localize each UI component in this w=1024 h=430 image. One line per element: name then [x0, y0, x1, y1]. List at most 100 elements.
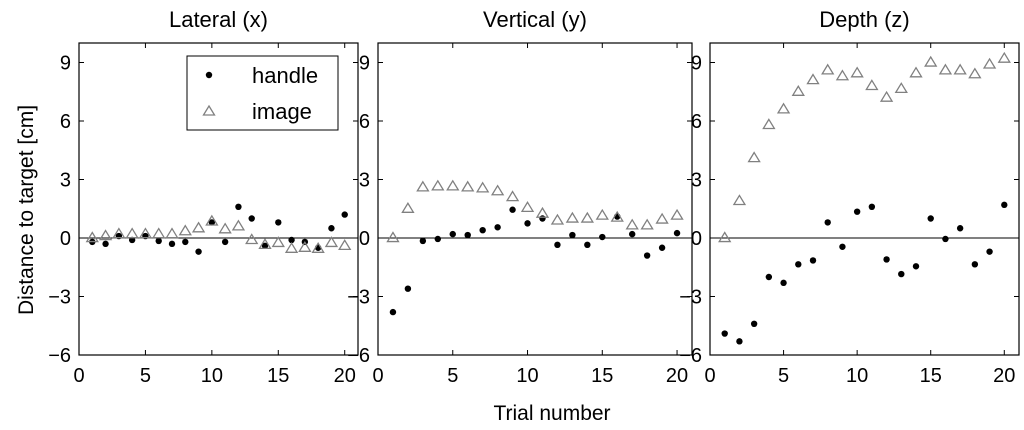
- y-tick-label: 9: [691, 53, 702, 75]
- panel-3: Depth (z) −6 −3 0 3 6 9 0 5 10 15 20: [679, 7, 1020, 387]
- y-tick-label: −3: [48, 287, 71, 309]
- data-point-handle: [765, 273, 773, 281]
- data-point-image: [938, 63, 953, 75]
- data-point-handle: [275, 219, 282, 226]
- data-point-image: [610, 210, 624, 222]
- data-point-image: [258, 238, 272, 250]
- x-tick-label: 5: [778, 365, 789, 387]
- data-point-handle: [795, 261, 802, 268]
- data-point-handle: [971, 261, 979, 268]
- data-point-image: [112, 227, 126, 239]
- y-tick-label: 6: [691, 111, 702, 133]
- y-tick-label: 3: [359, 170, 370, 192]
- y-tick-label: 3: [691, 170, 702, 192]
- data-point-image: [386, 231, 400, 243]
- data-point-handle: [102, 240, 109, 248]
- panel-title: Lateral (x): [169, 7, 268, 32]
- data-point-handle: [235, 203, 242, 210]
- data-point-image: [953, 63, 967, 75]
- x-tick-label: 10: [201, 365, 223, 387]
- panel-title: Depth (z): [819, 7, 909, 32]
- panel-title: Vertical (y): [483, 7, 587, 32]
- x-tick-label: 0: [372, 365, 383, 387]
- series-image: [718, 51, 1011, 243]
- data-point-handle: [721, 330, 728, 337]
- y-tick-label: −6: [347, 345, 370, 367]
- x-tick-label: 0: [73, 365, 84, 387]
- series-handle: [89, 203, 348, 255]
- y-tick-label: 0: [359, 228, 370, 250]
- legend: handle image: [186, 55, 339, 131]
- data-point-handle: [494, 224, 501, 231]
- data-point-handle: [464, 231, 471, 239]
- data-point-handle: [248, 215, 255, 222]
- axes-frame: [709, 42, 1020, 356]
- series-handle: [389, 206, 681, 316]
- data-point-handle: [195, 248, 202, 255]
- data-point-handle: [658, 244, 666, 251]
- data-point-image: [218, 222, 232, 234]
- data-point-handle: [643, 252, 651, 259]
- y-tick-label: 3: [60, 170, 71, 192]
- data-point-handle: [584, 241, 591, 249]
- panels-group: Lateral (x) −6 −3 0 3 6 9 0 5 10 15 20 Vertical (y) −…: [48, 7, 1020, 387]
- y-axis-label: Distance to target [cm]: [15, 105, 38, 315]
- y-tick-label: 0: [60, 228, 71, 250]
- data-point-image: [835, 69, 850, 81]
- data-point-image: [791, 84, 805, 96]
- data-point-handle: [128, 236, 136, 244]
- data-point-image: [762, 118, 776, 130]
- data-point-handle: [524, 220, 531, 227]
- data-point-handle: [434, 235, 442, 243]
- data-point-handle: [839, 243, 846, 250]
- x-tick-label: 20: [334, 365, 356, 387]
- data-point-handle: [942, 235, 949, 243]
- data-point-handle: [404, 285, 412, 292]
- data-point-image: [284, 241, 299, 253]
- data-point-image: [138, 227, 153, 239]
- data-point-image: [747, 151, 761, 163]
- x-tick-label: 10: [516, 365, 538, 387]
- x-axis-label: Trial number: [493, 402, 610, 425]
- panel-2: Vertical (y) −6 −3 0 3 6 9 0 5 10 15 20: [347, 7, 693, 387]
- data-point-handle: [509, 206, 516, 213]
- data-point-image: [982, 57, 997, 69]
- data-point-handle: [221, 238, 229, 246]
- data-point-image: [806, 73, 820, 85]
- data-point-handle: [736, 338, 743, 345]
- data-point-image: [968, 67, 982, 79]
- data-point-image: [446, 179, 460, 191]
- data-point-image: [535, 206, 550, 218]
- x-tick-label: 5: [140, 365, 151, 387]
- data-point-image: [821, 63, 835, 75]
- y-tick-label: 6: [60, 111, 71, 133]
- x-tick-label: 15: [920, 365, 942, 387]
- data-point-handle: [168, 240, 176, 248]
- data-point-handle: [824, 219, 831, 226]
- data-point-handle: [569, 231, 576, 239]
- data-point-handle: [419, 237, 427, 245]
- data-point-image: [550, 213, 565, 225]
- data-point-image: [595, 208, 609, 220]
- data-point-handle: [898, 270, 905, 278]
- data-point-handle: [389, 308, 397, 316]
- data-point-handle: [341, 211, 348, 218]
- data-point-image: [580, 211, 594, 223]
- data-point-handle: [927, 215, 934, 222]
- x-tick-label: 5: [447, 365, 458, 387]
- series-handle: [721, 201, 1008, 345]
- data-point-handle: [539, 215, 546, 222]
- data-point-image: [431, 179, 445, 191]
- data-point-image: [997, 51, 1011, 63]
- data-point-handle: [956, 225, 964, 232]
- legend-image-label: image: [252, 99, 312, 124]
- data-point-image: [505, 190, 520, 202]
- y-tick-label: 9: [60, 53, 71, 75]
- data-point-image: [520, 201, 535, 213]
- data-point-handle: [328, 225, 335, 232]
- data-point-handle: [288, 236, 295, 244]
- data-point-image: [191, 221, 206, 233]
- data-point-image: [298, 240, 312, 252]
- legend-handle-marker: [205, 71, 213, 79]
- data-point-image: [718, 231, 732, 243]
